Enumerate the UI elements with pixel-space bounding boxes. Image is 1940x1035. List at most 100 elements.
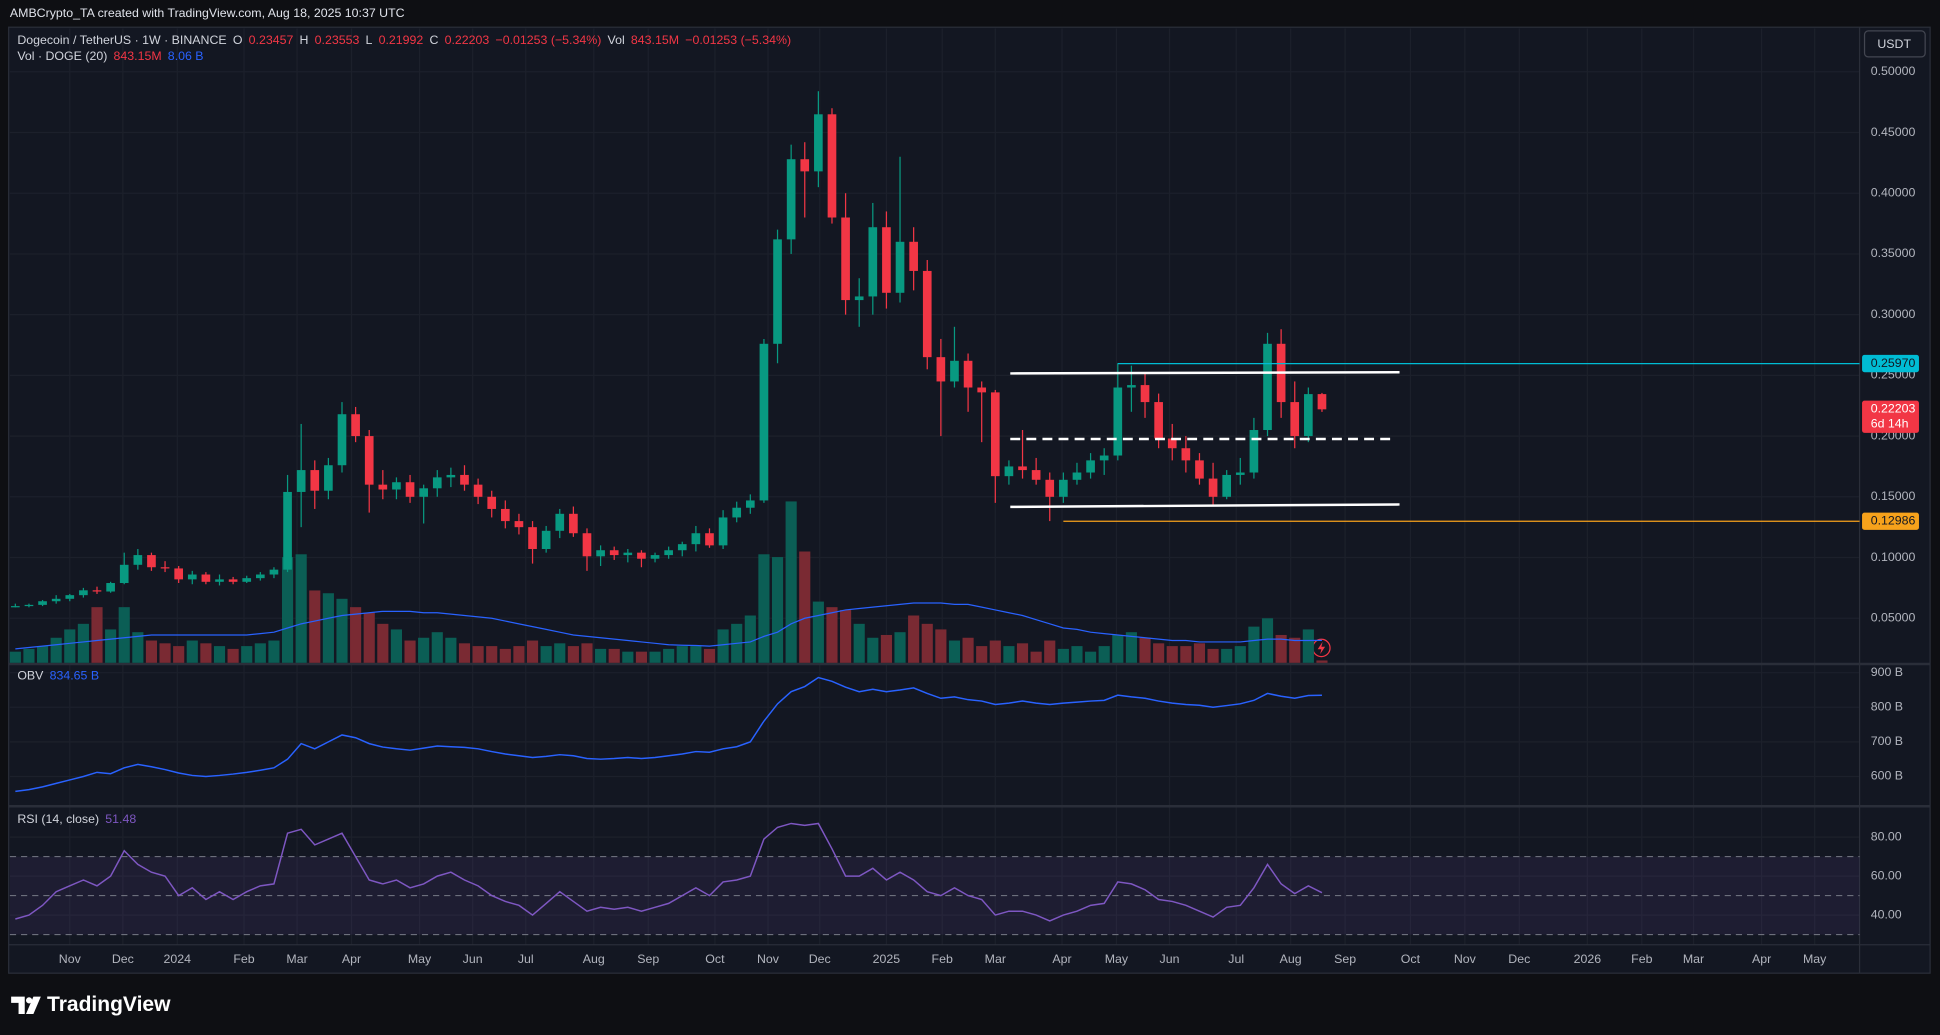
candle-body — [1031, 470, 1041, 480]
volume-bar — [635, 651, 647, 663]
volume-bar — [622, 651, 634, 663]
volume-bar — [1112, 634, 1124, 663]
indicator-line — [15, 676, 1322, 793]
volume-bar — [1085, 651, 1097, 663]
volume-bar — [785, 501, 797, 663]
volume-bar — [159, 643, 171, 663]
candle-body — [392, 482, 401, 490]
currency-button[interactable]: USDT — [1863, 30, 1926, 58]
volume-bar — [1098, 646, 1110, 663]
volume-bar — [921, 623, 933, 663]
candle-body — [1127, 385, 1136, 388]
x-tick-label: Oct — [1401, 952, 1421, 966]
x-tick-label: 2025 — [873, 952, 901, 966]
volume-bar — [799, 551, 811, 663]
x-tick-label: Aug — [1280, 952, 1302, 966]
candle-body — [460, 474, 469, 485]
volume-bar — [948, 640, 961, 663]
button-frame[interactable] — [1863, 30, 1926, 58]
x-tick-label: 2026 — [1574, 952, 1602, 966]
candle-body — [1099, 455, 1109, 461]
candle-body — [1045, 479, 1055, 497]
candle-body — [38, 601, 47, 605]
candle-body — [364, 436, 374, 485]
volume-bar — [526, 640, 539, 663]
price-label: 0.12986 — [1871, 514, 1916, 528]
volume-bar — [595, 648, 607, 663]
candle-body — [1249, 430, 1259, 473]
candle-body — [759, 343, 769, 501]
volume-bar — [608, 648, 620, 663]
candle-body — [1263, 343, 1272, 431]
footer-logo: TradingView — [11, 993, 171, 1016]
x-tick-label: Jun — [1160, 952, 1180, 966]
volume-bar — [744, 615, 756, 663]
volume-bar — [295, 554, 307, 663]
volume-bar — [431, 632, 443, 663]
grid — [9, 28, 1860, 945]
candle-body — [541, 530, 551, 550]
legend-item: O — [233, 33, 243, 47]
candle-body — [718, 517, 728, 546]
volume-bar — [268, 640, 280, 663]
volume-bar — [254, 643, 266, 663]
volume-bar — [1221, 648, 1233, 663]
volume-bar — [649, 651, 661, 663]
x-tick-label: Apr — [342, 952, 361, 966]
candle-body — [936, 357, 946, 382]
legend-item: 51.48 — [105, 812, 136, 826]
candle-body — [324, 465, 333, 491]
y-tick-label: 0.35000 — [1871, 246, 1916, 260]
candle-body — [187, 574, 197, 580]
volume-bar — [840, 609, 852, 663]
volume-bar — [458, 643, 471, 663]
candle-body — [827, 114, 837, 218]
volume-bar — [567, 646, 579, 663]
volume-bar — [1316, 660, 1328, 663]
legend-item: RSI (14, close) — [17, 812, 99, 826]
legend-item: 8.06 B — [168, 49, 204, 63]
candle-body — [79, 590, 88, 596]
legend-item: Vol · DOGE (20) — [17, 49, 107, 63]
candle-body — [473, 484, 483, 497]
candle-body — [446, 474, 456, 478]
volume-bar — [241, 646, 253, 663]
candle-body — [963, 360, 973, 388]
candle-body — [296, 470, 306, 492]
candle-body — [868, 227, 878, 297]
volume-bar — [363, 612, 375, 663]
candle-body — [691, 533, 701, 545]
candle-body — [555, 513, 565, 531]
volume-bar — [390, 629, 403, 663]
volume-bar — [1139, 637, 1151, 663]
x-tick-label: Dec — [112, 952, 134, 966]
volume-bar — [132, 632, 144, 663]
candle-body — [882, 227, 891, 293]
x-tick-label: Jun — [463, 952, 483, 966]
volume-bar — [1166, 646, 1178, 663]
price-label-countdown: 6d 14h — [1871, 416, 1909, 430]
volume-bar — [935, 629, 947, 663]
y-tick-label: 0.10000 — [1871, 550, 1916, 564]
price-label-box — [1862, 400, 1919, 433]
volume-bar — [690, 646, 702, 663]
volume-bar — [281, 557, 294, 663]
candle-body — [677, 544, 687, 551]
legend-item: C — [429, 33, 438, 47]
candle-body — [841, 217, 850, 301]
volume-bar — [418, 637, 430, 663]
x-tick-label: Sep — [637, 952, 659, 966]
volume-bar — [118, 607, 130, 663]
legend-row: OBV 834.65 B — [17, 669, 99, 683]
x-tick-label: May — [408, 952, 432, 966]
candle-body — [1154, 402, 1163, 439]
legend-item: L — [366, 33, 373, 47]
volume-bar — [676, 646, 688, 663]
volume-bar — [1003, 646, 1015, 663]
x-tick-label: Feb — [233, 952, 254, 966]
candle-body — [745, 500, 755, 508]
button-label[interactable]: USDT — [1877, 37, 1911, 51]
candle-body — [51, 598, 61, 602]
legend-item: 834.65 B — [50, 669, 99, 683]
